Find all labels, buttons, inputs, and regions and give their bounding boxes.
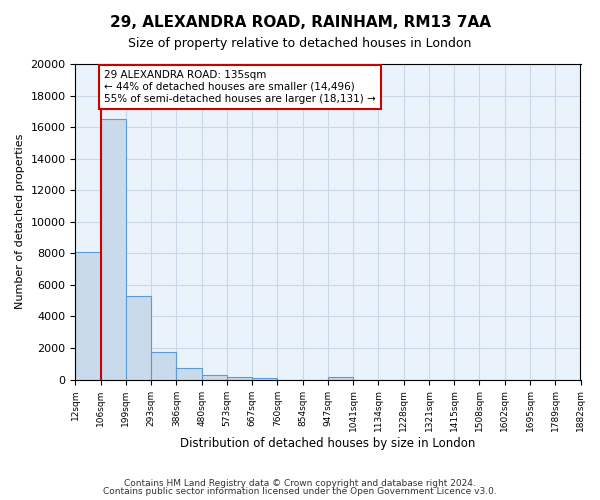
Text: Contains HM Land Registry data © Crown copyright and database right 2024.: Contains HM Land Registry data © Crown c… [124,478,476,488]
Text: 29 ALEXANDRA ROAD: 135sqm
← 44% of detached houses are smaller (14,496)
55% of s: 29 ALEXANDRA ROAD: 135sqm ← 44% of detac… [104,70,376,104]
Y-axis label: Number of detached properties: Number of detached properties [15,134,25,310]
Bar [151,352,176,380]
Bar [126,296,151,380]
X-axis label: Distribution of detached houses by size in London: Distribution of detached houses by size … [180,437,476,450]
Bar [176,368,202,380]
Bar [202,375,227,380]
Bar [76,252,101,380]
Text: Contains public sector information licensed under the Open Government Licence v3: Contains public sector information licen… [103,487,497,496]
Bar [101,119,126,380]
Text: 29, ALEXANDRA ROAD, RAINHAM, RM13 7AA: 29, ALEXANDRA ROAD, RAINHAM, RM13 7AA [110,15,491,30]
Bar [252,378,277,380]
Text: Size of property relative to detached houses in London: Size of property relative to detached ho… [128,38,472,51]
Bar [227,377,252,380]
Bar [328,377,353,380]
